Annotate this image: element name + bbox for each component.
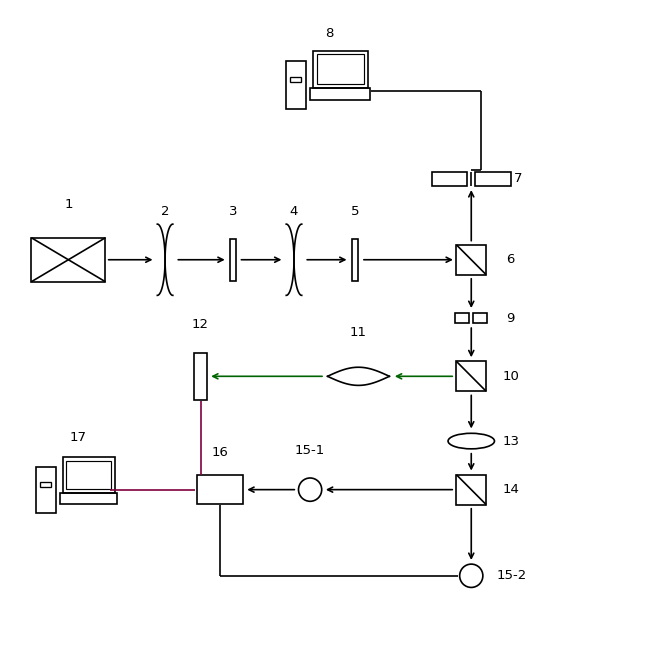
Text: 9: 9 [506, 312, 514, 324]
Text: 6: 6 [506, 253, 514, 266]
Bar [457, 475, 486, 504]
Bar [475, 172, 510, 186]
Bar [290, 77, 301, 82]
Bar [457, 361, 486, 391]
Text: 2: 2 [161, 204, 169, 217]
Bar [473, 313, 487, 323]
Bar [40, 482, 51, 487]
Bar [230, 239, 236, 281]
Bar [310, 88, 370, 100]
Bar [59, 493, 117, 504]
Text: 7: 7 [514, 172, 522, 185]
Bar [457, 245, 486, 275]
Bar [67, 461, 111, 489]
Bar [352, 239, 358, 281]
Text: 10: 10 [503, 370, 519, 383]
Bar [317, 55, 364, 84]
Text: 8: 8 [325, 27, 333, 40]
Text: 5: 5 [351, 204, 359, 217]
Text: 1: 1 [64, 198, 72, 211]
Text: 15-2: 15-2 [496, 569, 526, 582]
Bar [31, 238, 105, 282]
Bar [455, 313, 470, 323]
Text: 17: 17 [70, 432, 87, 445]
Bar [286, 60, 306, 109]
Bar [194, 353, 207, 400]
Bar [36, 467, 56, 513]
Text: 13: 13 [503, 435, 520, 448]
Bar [313, 51, 368, 88]
Text: 16: 16 [211, 446, 228, 459]
Text: 14: 14 [503, 483, 519, 496]
Text: 11: 11 [350, 326, 367, 339]
Bar [63, 457, 115, 493]
Text: 12: 12 [192, 318, 209, 331]
Text: 15-1: 15-1 [295, 445, 325, 458]
Text: 3: 3 [229, 204, 237, 217]
Bar [196, 475, 243, 504]
Text: 4: 4 [290, 204, 298, 217]
Bar [432, 172, 468, 186]
